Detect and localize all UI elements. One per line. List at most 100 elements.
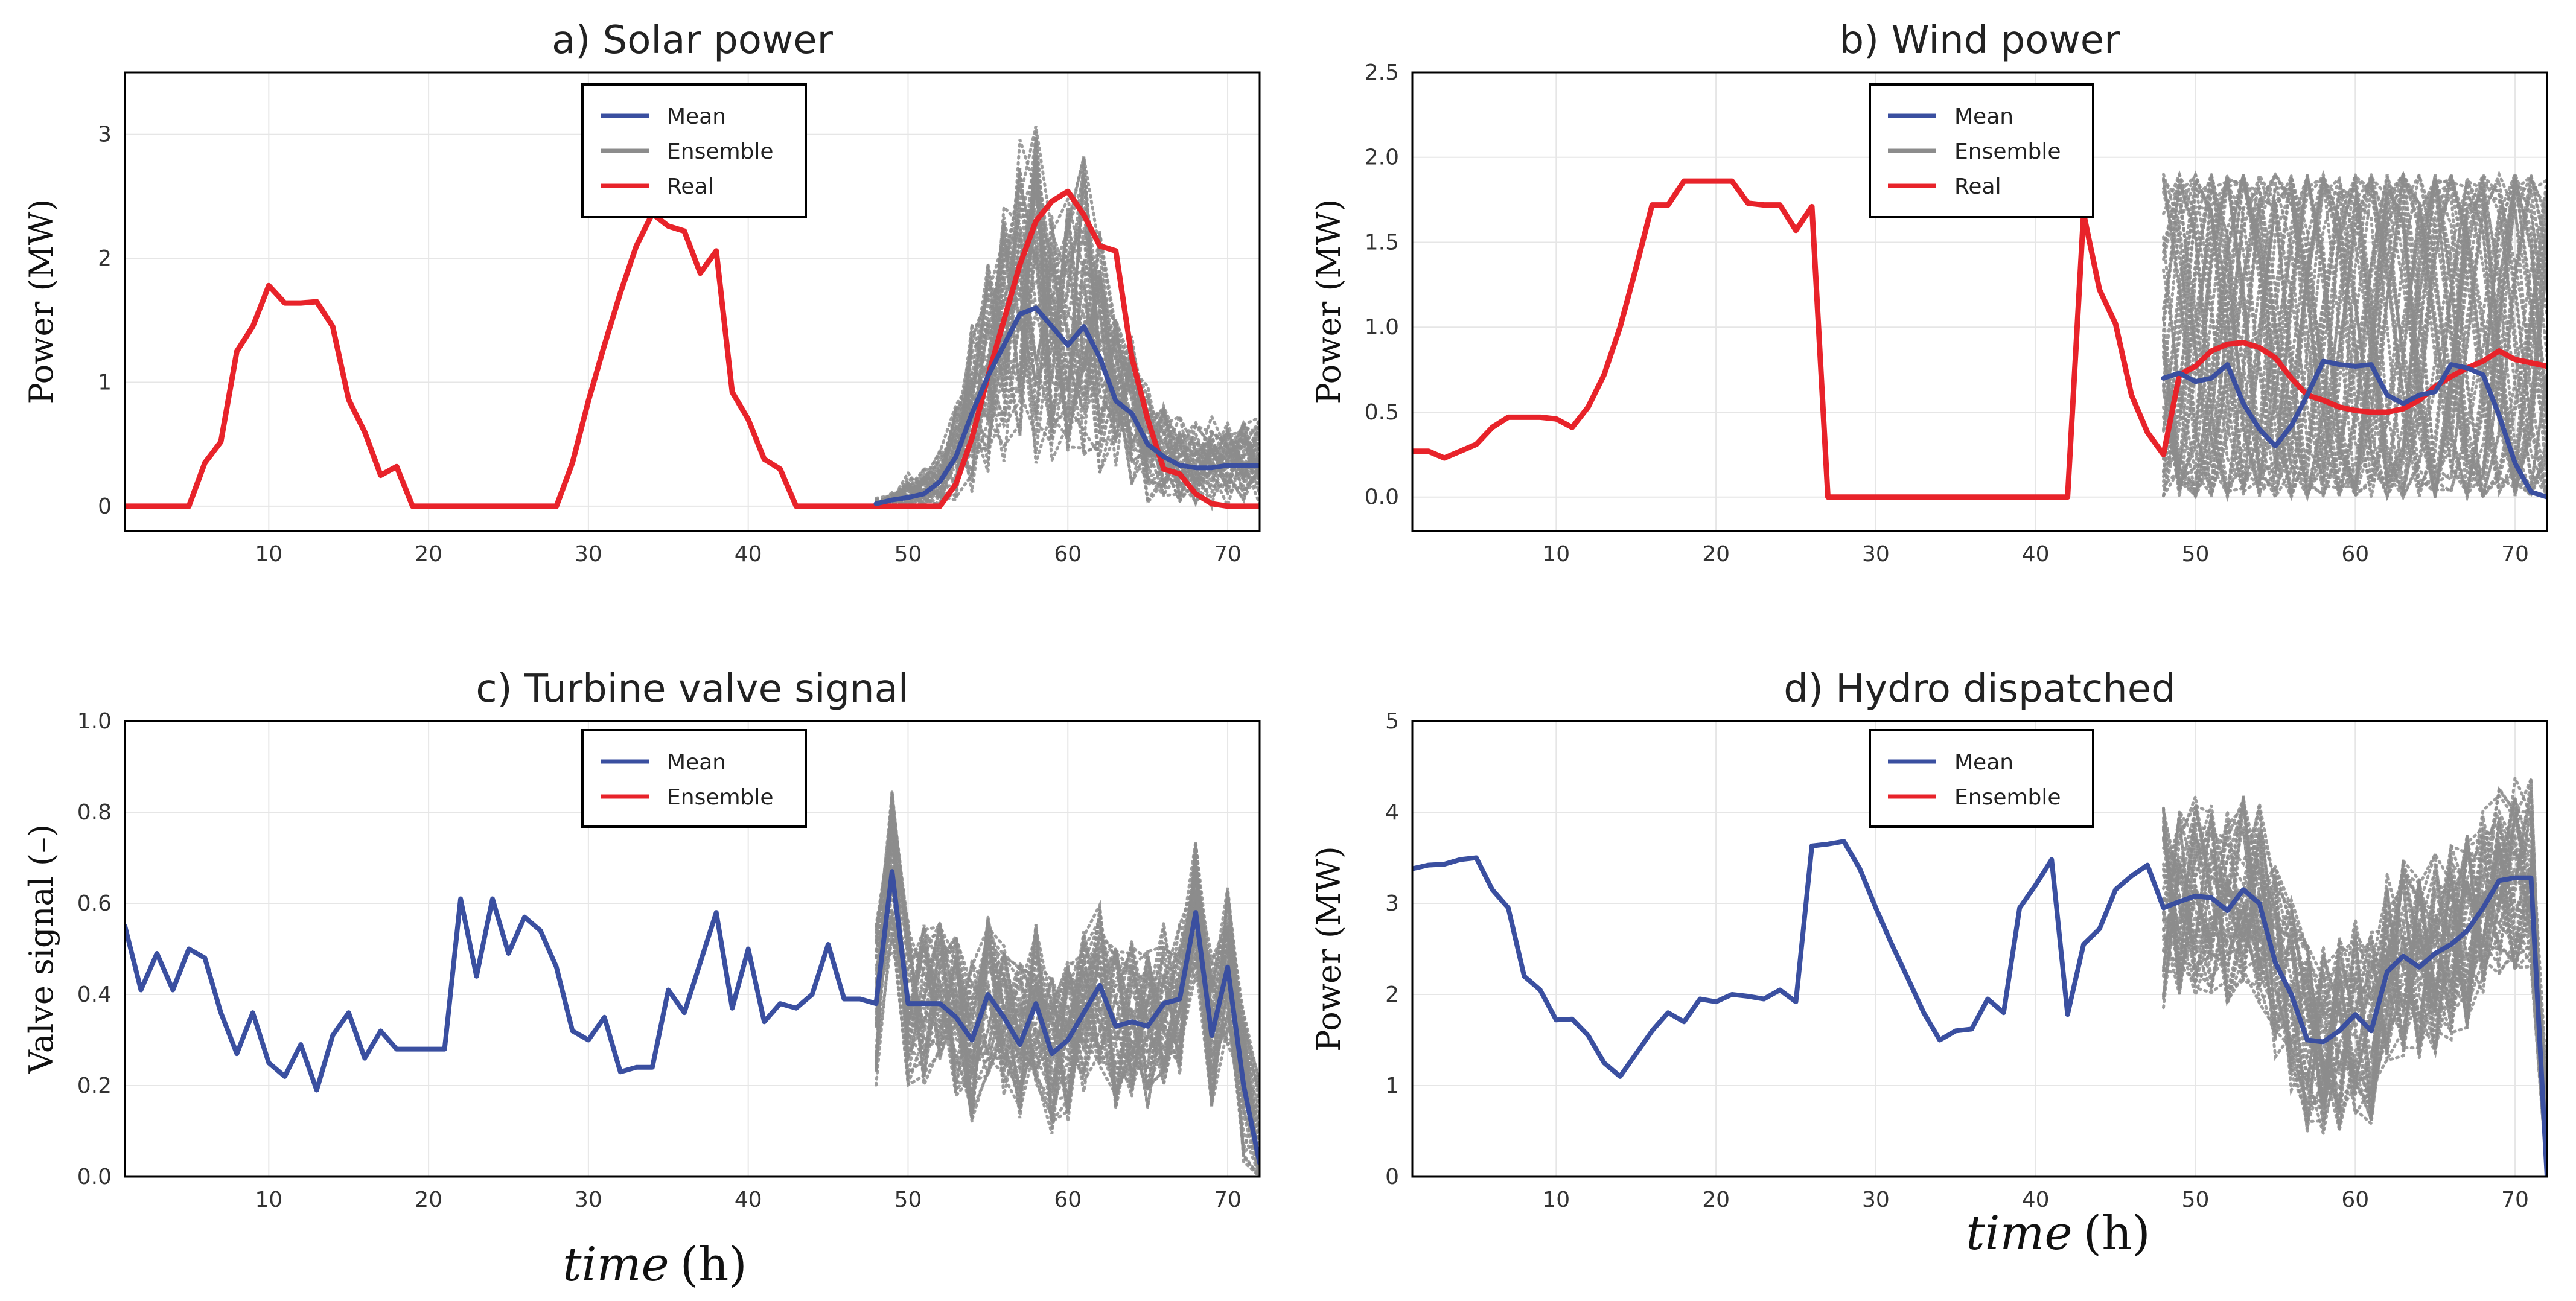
y-tick-label: 5 <box>1385 709 1399 734</box>
y-tick-label: 0.0 <box>77 1165 112 1189</box>
y-tick-label: 2.5 <box>1365 60 1399 85</box>
y-tick-label: 2 <box>98 246 112 271</box>
ensemble-line <box>875 804 1260 1096</box>
ensemble-line <box>875 264 1260 509</box>
series-line-real <box>125 188 1260 509</box>
ensemble-traces <box>875 790 1260 1177</box>
plot-area <box>125 790 1260 1177</box>
ensemble-line <box>2162 814 2547 1089</box>
x-tick-label: 10 <box>1542 542 1570 567</box>
y-tick-label: 0 <box>1385 1165 1399 1189</box>
legend: Mean Ensemble <box>1869 729 2094 828</box>
legend: Mean Ensemble Real <box>1869 83 2094 218</box>
ensemble-line <box>2162 170 2547 501</box>
y-axis-label: Power (MW) <box>1310 846 1348 1052</box>
y-tick-label: 0 <box>98 494 112 519</box>
ensemble-line <box>2162 786 2547 1177</box>
plot-frame <box>124 71 1261 532</box>
y-tick-label: 0.6 <box>77 891 112 916</box>
ensemble-line <box>875 209 1260 508</box>
x-axis-label: time (h) <box>563 1238 747 1292</box>
y-tick-label: 0.0 <box>1365 485 1399 510</box>
ensemble-line <box>2162 171 2547 499</box>
x-axis-label-word: time <box>563 1238 669 1292</box>
x-tick-label: 70 <box>2501 1188 2529 1212</box>
ensemble-line <box>875 917 1260 1169</box>
x-tick-label: 40 <box>2022 1188 2050 1212</box>
x-tick-label: 50 <box>894 1188 922 1212</box>
plot-area <box>125 126 1260 512</box>
x-axis-label-word: time <box>1966 1206 2072 1261</box>
x-tick-label: 20 <box>1702 542 1730 567</box>
y-tick-label: 1.0 <box>1365 315 1399 340</box>
ensemble-line <box>875 202 1260 505</box>
plot-frame <box>1411 71 2548 532</box>
x-tick-label: 10 <box>1542 1188 1570 1212</box>
legend-label: Ensemble <box>1954 785 2061 810</box>
panel-b: 10 20 30 40 50 60 70 0.0 0.5 1.0 1.5 2.0 2.5 b) Wind … <box>1310 18 2548 567</box>
series-line-mean <box>873 305 1260 506</box>
y-tick-label: 4 <box>1385 800 1399 825</box>
x-tick-label: 40 <box>735 1188 762 1212</box>
y-tick-label: 1.5 <box>1365 230 1399 255</box>
y-tick-label: 0.2 <box>77 1074 112 1098</box>
y-tick-label: 1.0 <box>77 709 112 734</box>
ensemble-line <box>875 845 1260 1177</box>
x-tick-label: 70 <box>2501 542 2529 567</box>
plot-area <box>1412 772 2547 1177</box>
legend-box <box>1869 729 2094 828</box>
x-tick-label: 30 <box>1862 1188 1890 1212</box>
x-tick-label: 10 <box>255 542 282 567</box>
legend-label: Mean <box>667 750 726 775</box>
x-tick-label: 60 <box>1054 1188 1082 1212</box>
y-axis-label: Valve signal (–) <box>22 824 60 1074</box>
x-tick-label: 30 <box>575 1188 602 1212</box>
ensemble-line <box>2162 174 2547 498</box>
x-tick-label: 30 <box>575 542 602 567</box>
x-tick-label: 20 <box>415 542 442 567</box>
ensemble-line <box>2162 794 2547 1124</box>
series-line-real <box>1412 178 2547 500</box>
legend-label: Real <box>667 174 714 199</box>
ensemble-line <box>875 169 1260 505</box>
x-tick-label: 40 <box>735 542 762 567</box>
legend-label: Ensemble <box>1954 139 2061 164</box>
x-tick-label: 50 <box>2182 1188 2210 1212</box>
y-tick-label: 0.5 <box>1365 400 1399 425</box>
plot-frame <box>1411 720 2548 1178</box>
ensemble-line <box>2162 804 2547 1177</box>
ensemble-line <box>875 218 1260 507</box>
ensemble-line <box>2162 827 2547 1177</box>
legend: Mean Ensemble <box>581 729 807 828</box>
series-line-mean <box>125 869 1260 1166</box>
ensemble-traces <box>2162 169 2547 503</box>
x-axis-label-unit: (h) <box>680 1238 747 1292</box>
x-tick-label: 70 <box>1214 1188 1242 1212</box>
x-tick-label: 30 <box>1862 542 1890 567</box>
y-tick-label: 2.0 <box>1365 145 1399 170</box>
legend-label: Real <box>1954 174 2001 199</box>
panel-title: b) Wind power <box>1840 18 2121 63</box>
panel-c: 10 20 30 40 50 60 70 0.0 0.2 0.4 0.6 0.8 1.0 c) Turbi… <box>22 667 1261 1212</box>
ensemble-line <box>2162 173 2547 500</box>
ensemble-line <box>875 858 1260 1116</box>
legend-label: Mean <box>667 104 726 129</box>
ensemble-line <box>2162 169 2547 498</box>
legend: Mean Ensemble Real <box>581 83 807 218</box>
ensemble-line <box>2162 811 2547 1145</box>
x-tick-label: 60 <box>2341 542 2369 567</box>
y-axis-label: Power (MW) <box>22 199 60 405</box>
ensemble-line <box>875 831 1260 1177</box>
x-tick-label: 40 <box>2022 542 2050 567</box>
legend-label: Ensemble <box>667 139 774 164</box>
series-line-mean <box>1412 839 2547 1177</box>
x-tick-label: 20 <box>415 1188 442 1212</box>
ensemble-line <box>2162 778 2547 1177</box>
ensemble-line <box>875 863 1260 1177</box>
ensemble-line <box>2162 171 2547 500</box>
series-line-mean <box>2161 358 2547 500</box>
ensemble-line <box>875 139 1260 505</box>
panel-title: a) Solar power <box>552 18 833 63</box>
y-tick-label: 1 <box>1385 1074 1399 1098</box>
